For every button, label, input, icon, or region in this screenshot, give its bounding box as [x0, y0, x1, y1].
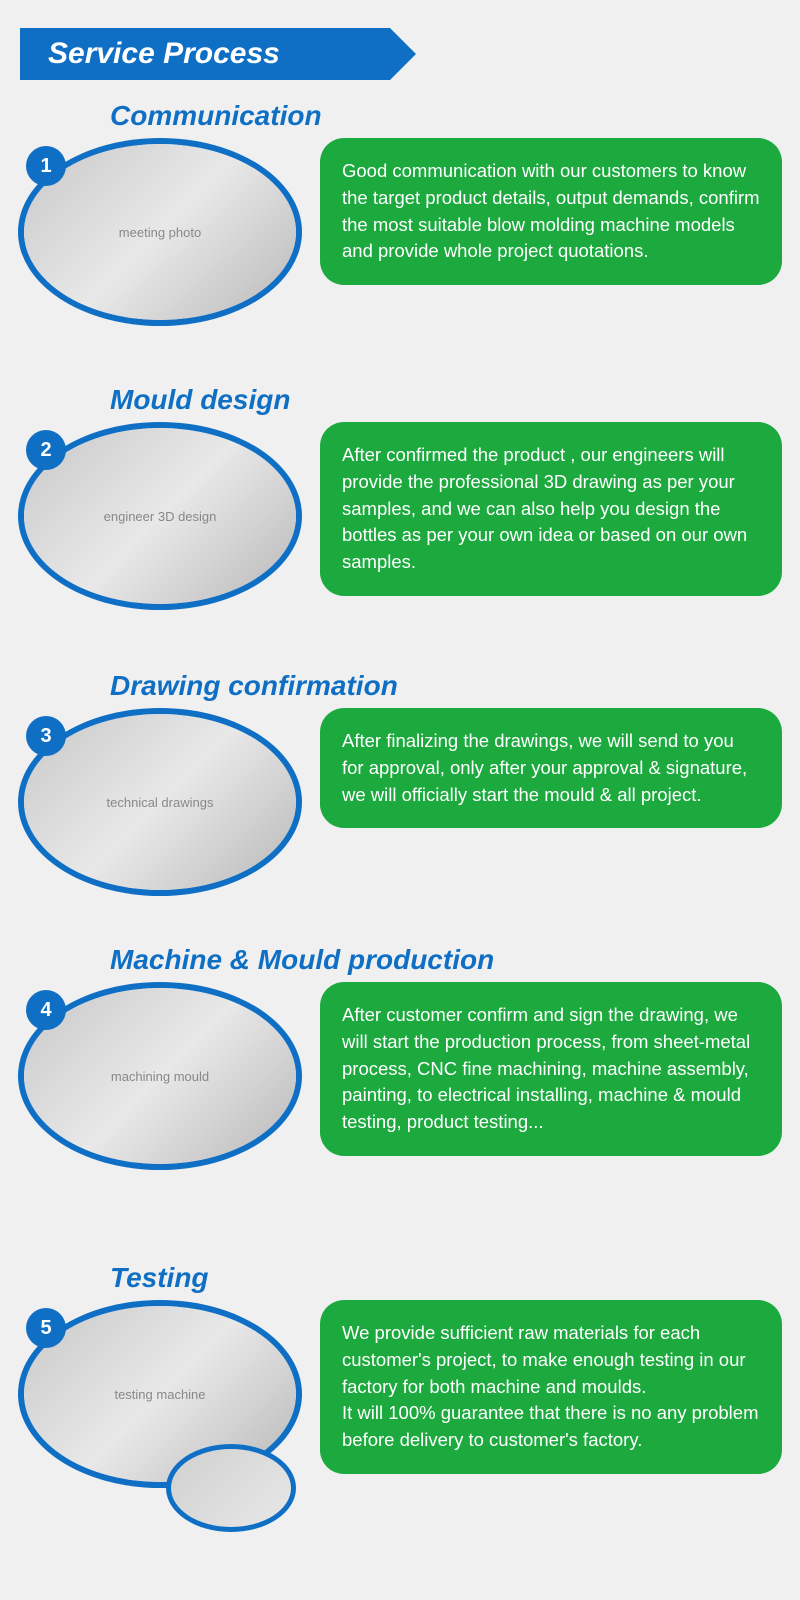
step-5-body: 5 testing machine We provide sufficient …: [18, 1300, 782, 1488]
step-5-sub-image: [166, 1444, 296, 1532]
step-2: Mould design 2 engineer 3D design After …: [18, 384, 782, 610]
step-3-left: 3 technical drawings: [18, 708, 302, 896]
step-5-badge: 5: [26, 1308, 66, 1348]
step-2-desc: After confirmed the product , our engine…: [320, 422, 782, 596]
step-2-body: 2 engineer 3D design After confirmed the…: [18, 422, 782, 610]
step-1-body: 1 meeting photo Good communication with …: [18, 138, 782, 326]
step-1-badge: 1: [26, 146, 66, 186]
step-1: Communication 1 meeting photo Good commu…: [18, 100, 782, 326]
step-3-title: Drawing confirmation: [110, 670, 782, 702]
step-5-left: 5 testing machine: [18, 1300, 302, 1488]
step-3: Drawing confirmation 3 technical drawing…: [18, 670, 782, 896]
step-1-title: Communication: [110, 100, 782, 132]
step-3-body: 3 technical drawings After finalizing th…: [18, 708, 782, 896]
banner: Service Process: [20, 28, 390, 80]
step-3-badge: 3: [26, 716, 66, 756]
step-2-left: 2 engineer 3D design: [18, 422, 302, 610]
step-2-title: Mould design: [110, 384, 782, 416]
step-4-title: Machine & Mould production: [110, 944, 782, 976]
step-5-desc: We provide sufficient raw materials for …: [320, 1300, 782, 1474]
step-5-title: Testing: [110, 1262, 782, 1294]
step-4-body: 4 machining mould After customer confirm…: [18, 982, 782, 1170]
step-4: Machine & Mould production 4 machining m…: [18, 944, 782, 1170]
step-1-desc: Good communication with our customers to…: [320, 138, 782, 285]
step-4-desc: After customer confirm and sign the draw…: [320, 982, 782, 1156]
step-3-desc: After finalizing the drawings, we will s…: [320, 708, 782, 828]
step-2-badge: 2: [26, 430, 66, 470]
step-1-left: 1 meeting photo: [18, 138, 302, 326]
step-4-left: 4 machining mould: [18, 982, 302, 1170]
banner-title: Service Process: [48, 37, 280, 71]
step-5: Testing 5 testing machine We provide suf…: [18, 1262, 782, 1488]
step-4-badge: 4: [26, 990, 66, 1030]
